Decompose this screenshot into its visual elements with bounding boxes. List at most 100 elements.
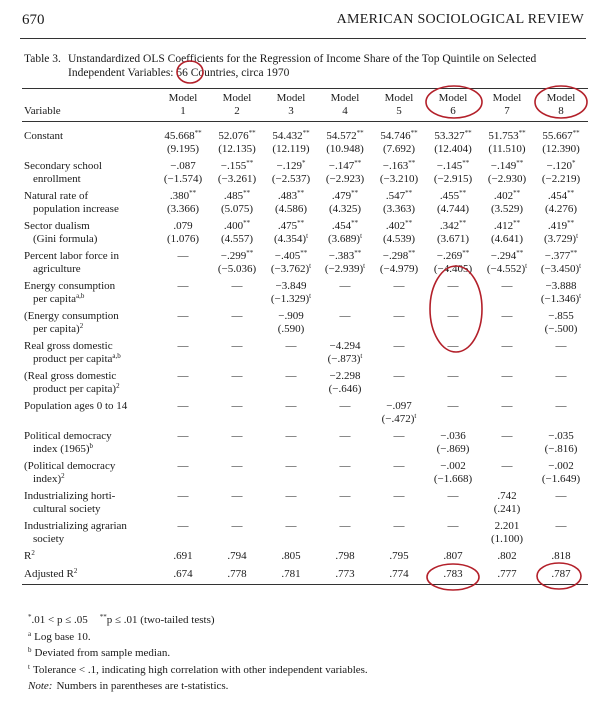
cell: .402** (4.539): [372, 220, 426, 250]
coefficient: —: [177, 250, 189, 262]
coefficient-line: —: [264, 520, 318, 533]
coefficient: —: [285, 370, 297, 382]
variable-label: (Energy consumption per capita)2: [22, 310, 156, 340]
coefficient-line: —: [426, 310, 480, 323]
coefficient-line: .454**: [534, 190, 588, 203]
page-number: 670: [22, 12, 45, 28]
cell: —: [264, 400, 318, 430]
coefficient: .419: [547, 220, 568, 232]
cell: —: [210, 490, 264, 520]
cell: 54.572** (10.948): [318, 122, 372, 161]
model-header-line: 4: [342, 104, 348, 117]
label-line: (Gini formula): [33, 232, 98, 245]
coefficient-line: —: [372, 280, 426, 293]
label-line: agriculture: [33, 262, 81, 275]
coefficient: −2.298: [329, 370, 361, 382]
significance-mark: **: [570, 249, 578, 257]
coefficient-line: —: [534, 370, 588, 383]
t-statistic: (4.354): [273, 232, 307, 245]
coefficient-line: —: [480, 430, 534, 443]
coefficient: .798: [335, 550, 355, 562]
significance-mark: **: [246, 159, 254, 167]
coefficient: −.129: [276, 160, 302, 172]
t-statistic: (4.276): [544, 202, 578, 215]
coefficient-line: —: [156, 250, 210, 263]
cell: .674: [156, 567, 210, 585]
coefficient-line: —: [210, 310, 264, 323]
coefficient-line: —: [318, 490, 372, 503]
coefficient: −.147: [328, 160, 355, 172]
variable-label: (Real gross domestic product per capita)2: [22, 370, 156, 400]
cell: —: [210, 430, 264, 460]
cell: —: [318, 280, 372, 310]
caption: Table 3. Unstandardized OLS Coefficients…: [24, 52, 584, 80]
coefficient-line: .742: [480, 490, 534, 503]
cell: −2.298 (−.646): [318, 370, 372, 400]
t-line: (−.873)t: [318, 352, 372, 366]
t-statistic: (4.744): [436, 202, 470, 215]
model-header: Model 8: [534, 88, 588, 122]
significance-mark: **: [354, 249, 362, 257]
t-line: (−3.261): [210, 173, 264, 186]
coefficient: —: [177, 370, 189, 382]
t-line: (11.510): [480, 143, 534, 156]
cell: −.383** (−2.939)t: [318, 250, 372, 280]
coefficient: −.149: [490, 160, 517, 172]
cell: −.855 (−.500): [534, 310, 588, 340]
model-header-line: 1: [180, 104, 186, 117]
coefficient-line: 54.432**: [264, 130, 318, 143]
coefficient: —: [501, 400, 513, 412]
t-line: (3.729)t: [534, 232, 588, 246]
coefficient: —: [177, 280, 189, 292]
header-rule: [20, 38, 586, 39]
coefficient: —: [501, 340, 513, 352]
coefficient-line: −.147**: [318, 160, 372, 173]
label-line: Political democracy: [24, 430, 112, 442]
t-statistic: (−3.450): [540, 262, 580, 275]
cell: −.145** (−2.915): [426, 160, 480, 190]
cell: −.002 (−1.668): [426, 460, 480, 490]
coefficient: −.036: [440, 430, 466, 442]
coefficient-line: 52.076**: [210, 130, 264, 143]
t-line: (4.354)t: [264, 232, 318, 246]
significance-mark: **: [246, 249, 254, 257]
t-line: (−2.915): [426, 173, 480, 186]
table-row: (Energy consumption per capita)2 — — −.909 (.…: [22, 310, 588, 340]
coefficient: .483: [277, 190, 298, 202]
t-statistic: (−.869): [436, 442, 470, 455]
cell: .781: [264, 567, 318, 585]
coefficient: —: [231, 400, 243, 412]
model-header-line: Model: [384, 92, 414, 104]
coefficient: —: [177, 400, 189, 412]
variable-label: Industrializing horti-cultural society: [22, 490, 156, 520]
label-line: index (1965)b: [33, 441, 94, 455]
footnote: b Deviated from sample median.: [28, 645, 368, 662]
label-line: society: [33, 532, 65, 545]
cell: —: [534, 370, 588, 400]
model-header-line: Model: [438, 92, 468, 104]
note-text: Tolerance < .1, indicating high correlat…: [32, 663, 368, 676]
coefficient-line: —: [318, 460, 372, 473]
label-line: (Energy consumption: [24, 310, 119, 322]
coefficient: —: [339, 400, 351, 412]
t-line: (3.671): [426, 233, 480, 246]
coefficient-line: —: [156, 430, 210, 443]
significance-mark: **: [410, 129, 418, 137]
coefficient-line: —: [426, 400, 480, 413]
coefficient-line: —: [210, 520, 264, 533]
cell: −3.888 (−1.346)t: [534, 280, 588, 310]
coefficient: —: [555, 370, 567, 382]
significance-mark: **: [408, 249, 416, 257]
cell: .402** (3.529): [480, 190, 534, 220]
t-statistic: (−3.261): [217, 172, 257, 185]
model-header-line: 6: [450, 104, 456, 117]
label-line: index)2: [33, 471, 65, 485]
cell: −.909 (.590): [264, 310, 318, 340]
cell: —: [426, 280, 480, 310]
label-superscript: 2: [61, 471, 65, 480]
coefficient-line: —: [480, 280, 534, 293]
cell: .380** (3.366): [156, 190, 210, 220]
model-header: Model 3: [264, 88, 318, 122]
coefficient: .674: [173, 567, 193, 580]
t-statistic: (−.816): [544, 442, 578, 455]
